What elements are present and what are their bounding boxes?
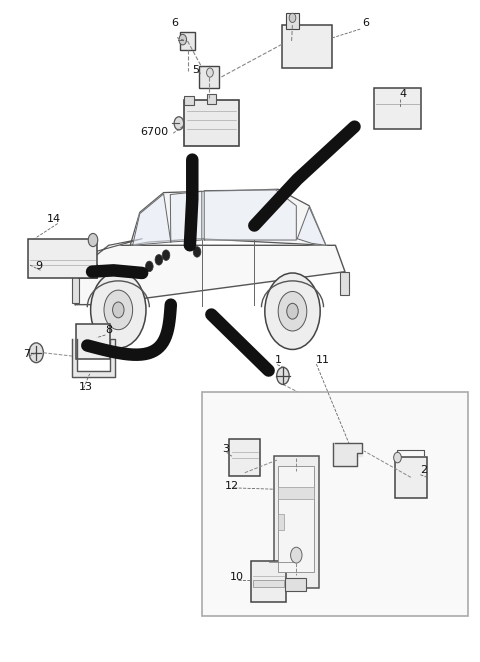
Bar (72, 276, 79, 303)
Circle shape (179, 34, 187, 45)
Circle shape (88, 234, 98, 247)
Bar (278, 466, 314, 571)
Polygon shape (75, 246, 345, 305)
Bar (229, 440, 260, 476)
Text: 5: 5 (192, 65, 199, 75)
Text: 10: 10 (229, 572, 243, 582)
Text: 11: 11 (315, 355, 329, 365)
Text: 3: 3 (222, 444, 229, 454)
Circle shape (289, 13, 296, 23)
Circle shape (206, 68, 213, 77)
Circle shape (287, 303, 298, 319)
Circle shape (174, 117, 184, 130)
Circle shape (265, 273, 320, 350)
Bar (278, 514, 284, 530)
Text: 13: 13 (79, 383, 93, 393)
Circle shape (394, 452, 401, 463)
Text: 6700: 6700 (140, 126, 168, 136)
Text: 14: 14 (47, 214, 61, 224)
Bar (184, 95, 194, 105)
Polygon shape (110, 339, 115, 377)
Circle shape (104, 290, 132, 330)
Circle shape (162, 250, 170, 260)
Circle shape (278, 291, 307, 331)
Bar (285, 578, 306, 591)
Polygon shape (72, 371, 115, 377)
Bar (202, 392, 468, 616)
Circle shape (155, 254, 163, 265)
Bar (76, 324, 110, 359)
Text: 6: 6 (171, 19, 178, 28)
Text: 1: 1 (275, 355, 281, 365)
Circle shape (277, 367, 289, 385)
Bar (282, 24, 332, 68)
Circle shape (145, 261, 153, 271)
Bar (395, 457, 427, 498)
Circle shape (290, 547, 302, 563)
Text: 9: 9 (35, 261, 42, 271)
Circle shape (193, 247, 201, 257)
Polygon shape (333, 443, 362, 466)
Polygon shape (132, 194, 171, 246)
Bar (184, 100, 239, 146)
Text: 8: 8 (106, 325, 112, 335)
Bar (206, 95, 216, 103)
Polygon shape (75, 239, 142, 271)
Text: 6: 6 (362, 19, 369, 28)
Polygon shape (130, 189, 326, 246)
Circle shape (113, 302, 124, 318)
Polygon shape (170, 191, 202, 242)
Bar (274, 456, 319, 588)
Bar (199, 66, 219, 89)
Bar (278, 487, 314, 499)
Bar (180, 32, 195, 50)
Circle shape (29, 343, 43, 363)
Polygon shape (204, 190, 296, 240)
Bar (28, 239, 97, 278)
Bar (286, 13, 299, 29)
Bar (78, 263, 97, 278)
Text: 12: 12 (225, 481, 239, 491)
Text: 2: 2 (420, 465, 428, 475)
Polygon shape (72, 339, 77, 377)
Bar (253, 580, 284, 587)
Bar (340, 271, 349, 295)
Circle shape (91, 271, 146, 348)
Bar (252, 561, 286, 602)
Text: 4: 4 (400, 89, 407, 99)
Text: 7: 7 (23, 350, 30, 359)
Polygon shape (297, 207, 326, 246)
Bar (373, 88, 421, 128)
